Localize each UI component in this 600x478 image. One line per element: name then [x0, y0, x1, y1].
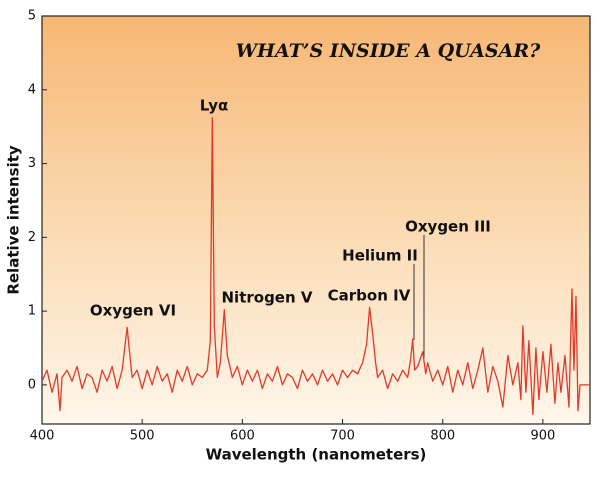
- x-tick-label: 900: [531, 429, 556, 444]
- x-tick-label: 400: [30, 429, 55, 444]
- annotation: Helium II: [342, 247, 418, 265]
- x-tick-label: 500: [130, 429, 155, 444]
- y-tick-label: 3: [28, 156, 36, 171]
- x-tick-label: 600: [230, 429, 255, 444]
- x-tick-label: 700: [330, 429, 355, 444]
- plot-area: [41, 15, 591, 425]
- spectrum-line: [41, 117, 590, 416]
- x-tick-label: 800: [430, 429, 455, 444]
- chart-title: WHAT’S INSIDE A QUASAR?: [236, 40, 541, 62]
- annotation: Lyα: [200, 97, 229, 115]
- annotation: Nitrogen V: [222, 289, 313, 307]
- y-tick-label: 5: [28, 9, 36, 24]
- y-tick-label: 0: [28, 377, 36, 392]
- x-axis-label: Wavelength (nanometers): [206, 446, 427, 464]
- y-axis-label: Relative intensity: [5, 145, 23, 295]
- annotation: Carbon IV: [328, 287, 411, 305]
- y-tick-label: 2: [28, 230, 36, 245]
- annotation: Oxygen III: [405, 218, 491, 236]
- y-tick-label: 4: [28, 82, 36, 97]
- annotation: Oxygen VI: [90, 302, 176, 320]
- y-tick-label: 1: [28, 304, 36, 319]
